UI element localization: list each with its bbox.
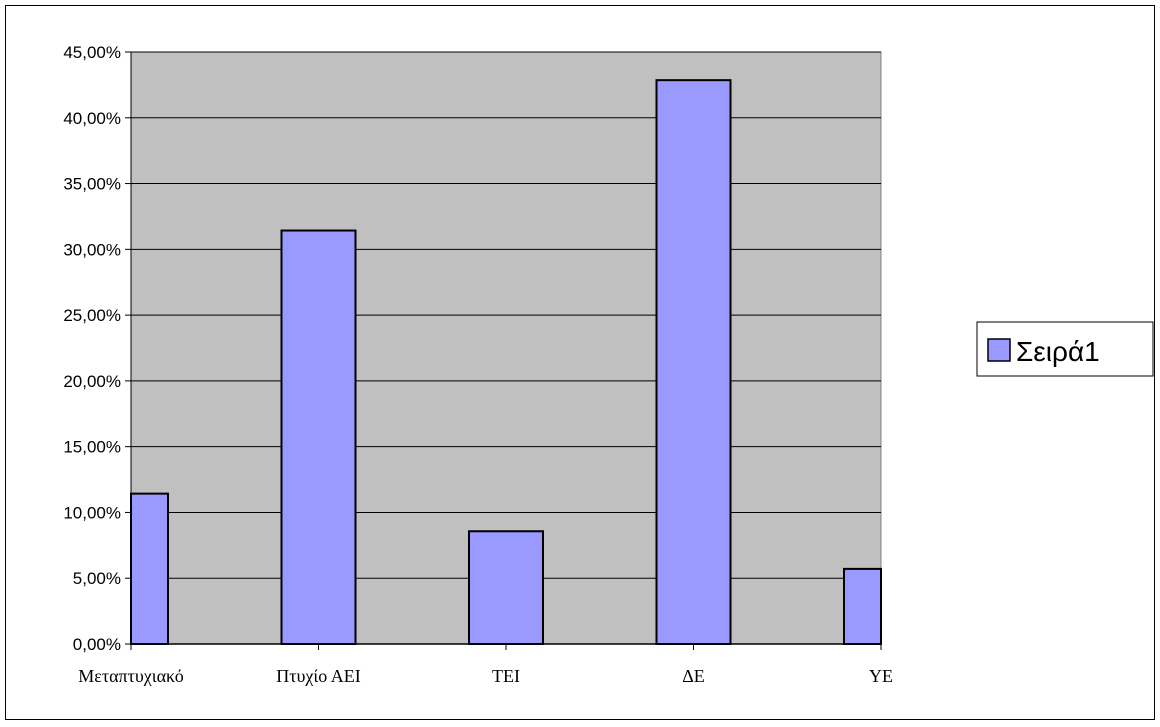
x-tick-label: Πτυχίο ΑΕΙ bbox=[276, 666, 360, 686]
bar bbox=[655, 79, 732, 645]
x-axis: Μεταπτυχιακό Πτυχίο ΑΕΙ ΤΕΙ ΔΕ ΥΕ bbox=[78, 643, 893, 686]
x-tick-label: ΥΕ bbox=[869, 666, 893, 686]
y-tick-label: 45,00% bbox=[63, 43, 121, 62]
y-tick-label: 40,00% bbox=[63, 109, 121, 128]
bar bbox=[843, 567, 882, 645]
bar bbox=[468, 530, 544, 646]
y-tick-label: 0,00% bbox=[73, 635, 121, 654]
y-tick-label: 25,00% bbox=[63, 306, 121, 325]
x-tick-label: Μεταπτυχιακό bbox=[78, 666, 183, 686]
y-tick-label: 10,00% bbox=[63, 503, 121, 522]
x-tick-label: ΤΕΙ bbox=[492, 666, 520, 686]
legend-label: Σειρά1 bbox=[1016, 336, 1100, 367]
y-axis: 0,00% 5,00% 10,00% 15,00% 20,00% 25,00% 30,00%… bbox=[63, 43, 132, 654]
y-tick-label: 20,00% bbox=[63, 372, 121, 391]
bar bbox=[280, 229, 357, 646]
bar bbox=[130, 492, 169, 645]
y-tick-label: 5,00% bbox=[73, 569, 121, 588]
gridlines bbox=[131, 51, 881, 579]
y-tick-label: 35,00% bbox=[63, 175, 121, 194]
y-tick-label: 30,00% bbox=[63, 240, 121, 259]
legend: Σειρά1 bbox=[976, 321, 1154, 377]
y-tick-label: 15,00% bbox=[63, 438, 121, 457]
bars bbox=[130, 79, 882, 646]
legend-swatch bbox=[987, 338, 1011, 362]
x-tick-label: ΔΕ bbox=[682, 666, 705, 686]
